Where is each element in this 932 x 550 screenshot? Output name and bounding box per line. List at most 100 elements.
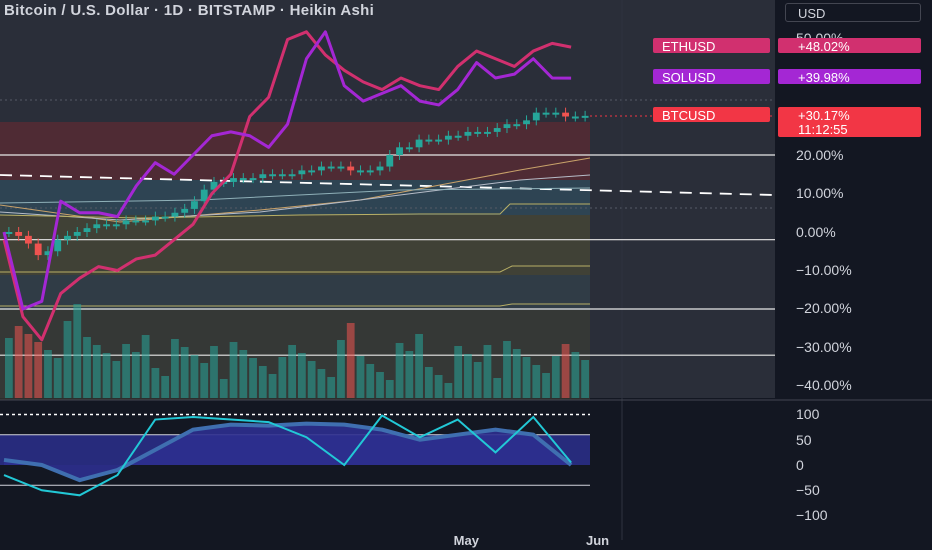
candle-body (249, 178, 257, 181)
candle-body (415, 139, 423, 148)
volume-bar (522, 357, 531, 398)
volume-bar (249, 358, 257, 398)
volume-bar (298, 353, 306, 398)
volume-bar (44, 350, 52, 398)
candle-body (54, 239, 62, 252)
candle-body (484, 131, 491, 134)
volume-bar (239, 350, 248, 398)
osc-tick-label: 100 (796, 406, 820, 422)
candle-body (142, 220, 150, 223)
candle-body (454, 135, 462, 138)
candle-body (210, 181, 218, 190)
y-tick-label: 10.00% (796, 185, 843, 201)
series-value-label: +30.17% (798, 108, 850, 123)
y-tick-label: −10.00% (796, 262, 852, 278)
volume-bar (542, 373, 550, 398)
currency-button[interactable]: USD (785, 3, 921, 22)
volume-bar (434, 375, 443, 398)
ma-line-5 (0, 303, 590, 307)
series-tag-label: SOLUSD (662, 70, 715, 85)
volume-bar (151, 368, 160, 398)
candle-body (376, 166, 384, 171)
volume-bar (73, 304, 82, 398)
osc-tick-label: 0 (796, 457, 804, 473)
candle-body (513, 124, 521, 127)
candle-body (366, 170, 374, 173)
candle-body (44, 251, 52, 256)
candle-body (73, 232, 81, 236)
candle-body (386, 155, 394, 167)
candle-body (5, 232, 13, 234)
series-tag-solusd (653, 69, 770, 84)
candle-body (405, 147, 413, 150)
volume-bar (483, 345, 492, 398)
y-tick-label: −40.00% (796, 377, 852, 393)
volume-bar (503, 341, 511, 398)
candle-body (435, 139, 443, 142)
candle-body (239, 178, 247, 181)
series-line-solusd (2, 30, 572, 311)
volume-bar (561, 344, 570, 398)
candle-body (200, 189, 208, 202)
volume-bar (229, 342, 238, 398)
volume-bar (454, 346, 463, 398)
volume-bar (385, 380, 394, 398)
volume-bar (581, 360, 589, 398)
candle-body (542, 112, 550, 115)
volume-bar (200, 363, 209, 398)
candle-body (357, 170, 364, 173)
volume-bar (415, 334, 423, 398)
volume-bar (327, 377, 336, 398)
series-tag-ethusd (653, 38, 770, 53)
x-tick-label: May (454, 533, 480, 548)
volume-bar (473, 362, 482, 398)
volume-bar (83, 337, 91, 398)
candle-body (425, 139, 433, 142)
volume-bar (512, 349, 521, 398)
volume-bar (210, 346, 218, 398)
osc-tick-label: 50 (796, 432, 812, 448)
candle-body (34, 243, 42, 256)
series-value-label: +39.98% (798, 70, 850, 85)
candle-body (308, 170, 316, 173)
ma-line-3 (0, 203, 590, 219)
series-value-tag-solusd (778, 69, 921, 84)
volume-bar (337, 340, 345, 398)
zone-blue (0, 180, 590, 215)
volume-bar (376, 372, 384, 398)
candle-body (191, 201, 198, 209)
volume-bar (571, 352, 580, 398)
volume-bar (444, 383, 453, 398)
volume-bar (24, 334, 33, 398)
volume-bar (219, 379, 228, 398)
volume-bar (551, 356, 560, 398)
volume-bar (307, 361, 316, 398)
volume-bar (278, 357, 287, 398)
candle-body (269, 174, 277, 177)
ma-line-4 (0, 265, 590, 273)
volume-bar (122, 344, 130, 398)
volume-bar (131, 352, 140, 398)
candle-body (396, 147, 403, 155)
osc-tick-label: −100 (796, 507, 828, 523)
candle-body (278, 174, 286, 177)
candle-body (464, 131, 472, 136)
candle-body (317, 166, 325, 171)
volume-bar (424, 367, 433, 398)
volume-bar (317, 369, 326, 398)
y-tick-label: 20.00% (796, 147, 843, 163)
candle-body (288, 174, 296, 177)
x-tick-label: Jun (586, 533, 609, 548)
candle-body (581, 115, 589, 118)
volume-bar (356, 356, 365, 398)
candle-body (181, 208, 189, 213)
series-tag-label: BTCUSD (662, 108, 715, 123)
series-countdown-label: 11:12:55 (798, 122, 848, 137)
volume-bar (464, 354, 472, 398)
candle-body (103, 224, 110, 227)
series-line-ethusd (2, 30, 572, 342)
candle-body (230, 178, 237, 182)
volume-bar (171, 339, 179, 398)
oscillator-slow-line (3, 421, 573, 483)
